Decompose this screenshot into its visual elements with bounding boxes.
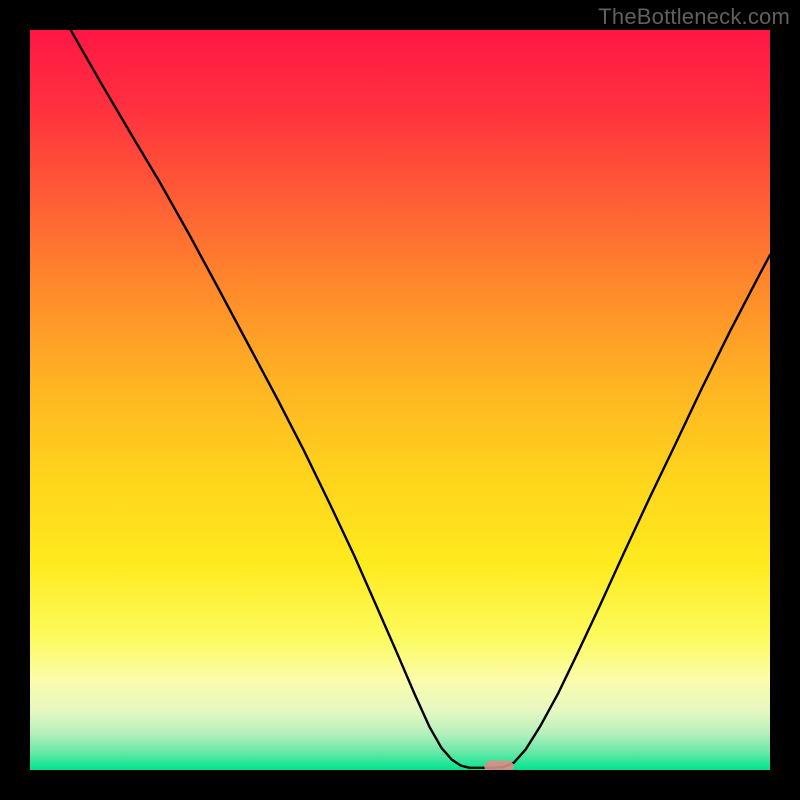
watermark-text: TheBottleneck.com [598,4,790,30]
chart-svg [30,30,770,770]
chart-frame: TheBottleneck.com [0,0,800,800]
optimal-marker [484,760,514,770]
bottleneck-chart [30,30,770,770]
